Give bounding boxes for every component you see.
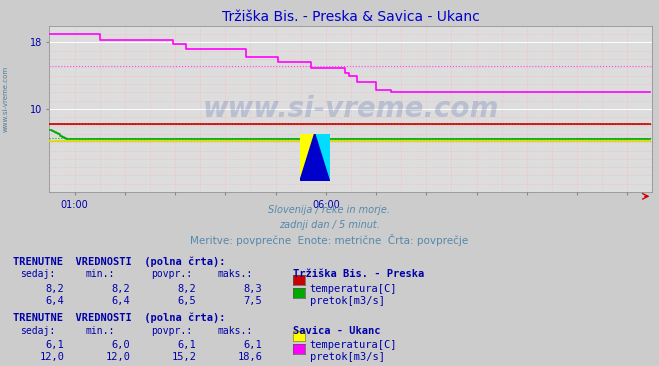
Text: 12,0: 12,0	[40, 352, 65, 362]
Text: 6,0: 6,0	[112, 340, 130, 350]
Text: TRENUTNE  VREDNOSTI  (polna črta):: TRENUTNE VREDNOSTI (polna črta):	[13, 313, 225, 324]
Bar	[300, 134, 315, 181]
Text: www.si-vreme.com: www.si-vreme.com	[203, 95, 499, 123]
Text: maks.:: maks.:	[217, 326, 252, 336]
Text: 6,4: 6,4	[46, 296, 65, 306]
Bar	[315, 134, 330, 181]
Text: povpr.:: povpr.:	[152, 269, 192, 279]
Text: 6,1: 6,1	[244, 340, 262, 350]
Text: www.si-vreme.com: www.si-vreme.com	[2, 66, 9, 132]
Text: 6,4: 6,4	[112, 296, 130, 306]
Text: maks.:: maks.:	[217, 269, 252, 279]
Text: 8,3: 8,3	[244, 284, 262, 294]
Text: 8,2: 8,2	[46, 284, 65, 294]
Text: zadnji dan / 5 minut.: zadnji dan / 5 minut.	[279, 220, 380, 229]
Text: temperatura[C]: temperatura[C]	[310, 284, 397, 294]
Text: 6,1: 6,1	[46, 340, 65, 350]
Text: 7,5: 7,5	[244, 296, 262, 306]
Text: Tržiška Bis. - Preska: Tržiška Bis. - Preska	[293, 269, 424, 279]
Text: sedaj:: sedaj:	[20, 269, 55, 279]
Text: Meritve: povprečne  Enote: metrične  Črta: povprečje: Meritve: povprečne Enote: metrične Črta:…	[190, 234, 469, 246]
Text: temperatura[C]: temperatura[C]	[310, 340, 397, 350]
Polygon shape	[300, 134, 330, 181]
Text: 15,2: 15,2	[171, 352, 196, 362]
Text: min.:: min.:	[86, 269, 115, 279]
Text: povpr.:: povpr.:	[152, 326, 192, 336]
Text: min.:: min.:	[86, 326, 115, 336]
Text: Slovenija / reke in morje.: Slovenija / reke in morje.	[268, 205, 391, 215]
Text: pretok[m3/s]: pretok[m3/s]	[310, 296, 385, 306]
Text: 6,1: 6,1	[178, 340, 196, 350]
Text: 18,6: 18,6	[237, 352, 262, 362]
Text: 8,2: 8,2	[112, 284, 130, 294]
Text: 6,5: 6,5	[178, 296, 196, 306]
Text: Savica - Ukanc: Savica - Ukanc	[293, 326, 381, 336]
Text: pretok[m3/s]: pretok[m3/s]	[310, 352, 385, 362]
Text: sedaj:: sedaj:	[20, 326, 55, 336]
Text: 8,2: 8,2	[178, 284, 196, 294]
Text: TRENUTNE  VREDNOSTI  (polna črta):: TRENUTNE VREDNOSTI (polna črta):	[13, 256, 225, 267]
Title: Tržiška Bis. - Preska & Savica - Ukanc: Tržiška Bis. - Preska & Savica - Ukanc	[222, 11, 480, 25]
Text: 12,0: 12,0	[105, 352, 130, 362]
